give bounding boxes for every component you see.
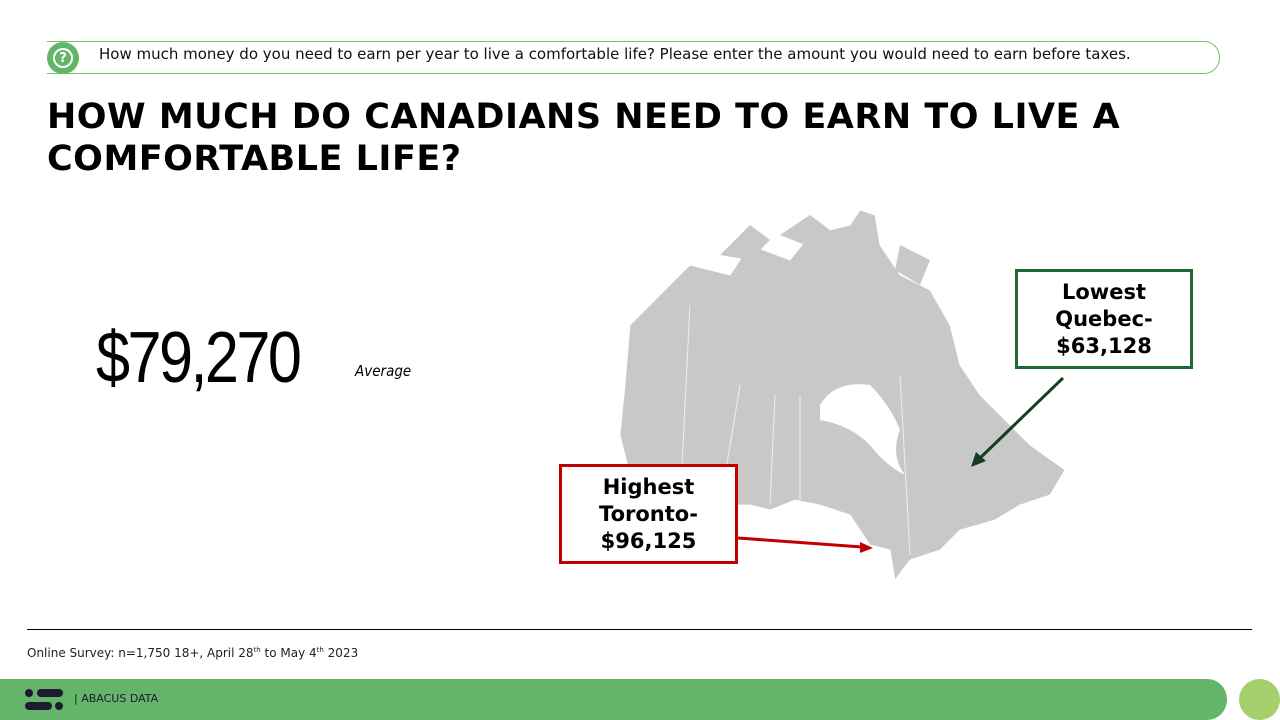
highest-arrowhead xyxy=(860,542,873,553)
highest-callout: Highest Toronto- $96,125 xyxy=(559,464,738,564)
footer-bar xyxy=(0,679,1227,720)
lowest-callout: Lowest Quebec- $63,128 xyxy=(1015,269,1193,369)
highest-arrow xyxy=(737,536,863,549)
highest-line2: Toronto- xyxy=(599,501,698,526)
lowest-line2: Quebec- xyxy=(1055,306,1153,331)
page-dot xyxy=(1239,679,1280,720)
lowest-line1: Lowest xyxy=(1062,279,1146,304)
average-value: $79,270 xyxy=(96,318,302,398)
lowest-line3: $63,128 xyxy=(1056,333,1152,358)
page-title: HOW MUCH DO CANADIANS NEED TO EARN TO LI… xyxy=(47,97,1121,179)
lowest-arrowhead xyxy=(971,452,986,467)
highest-line3: $96,125 xyxy=(600,528,697,553)
abacus-logo-icon xyxy=(25,689,63,710)
divider xyxy=(27,629,1252,630)
question-text: How much money do you need to earn per y… xyxy=(99,45,1131,63)
question-banner xyxy=(47,41,1220,74)
question-bubble-icon: ? xyxy=(47,42,79,74)
footer-brand: | ABACUS DATA xyxy=(74,692,159,705)
average-label: Average xyxy=(355,362,412,380)
lowest-arrow xyxy=(976,376,1065,462)
highest-line1: Highest xyxy=(602,474,695,499)
source-note: Online Survey: n=1,750 18+, April 28th t… xyxy=(27,646,359,660)
